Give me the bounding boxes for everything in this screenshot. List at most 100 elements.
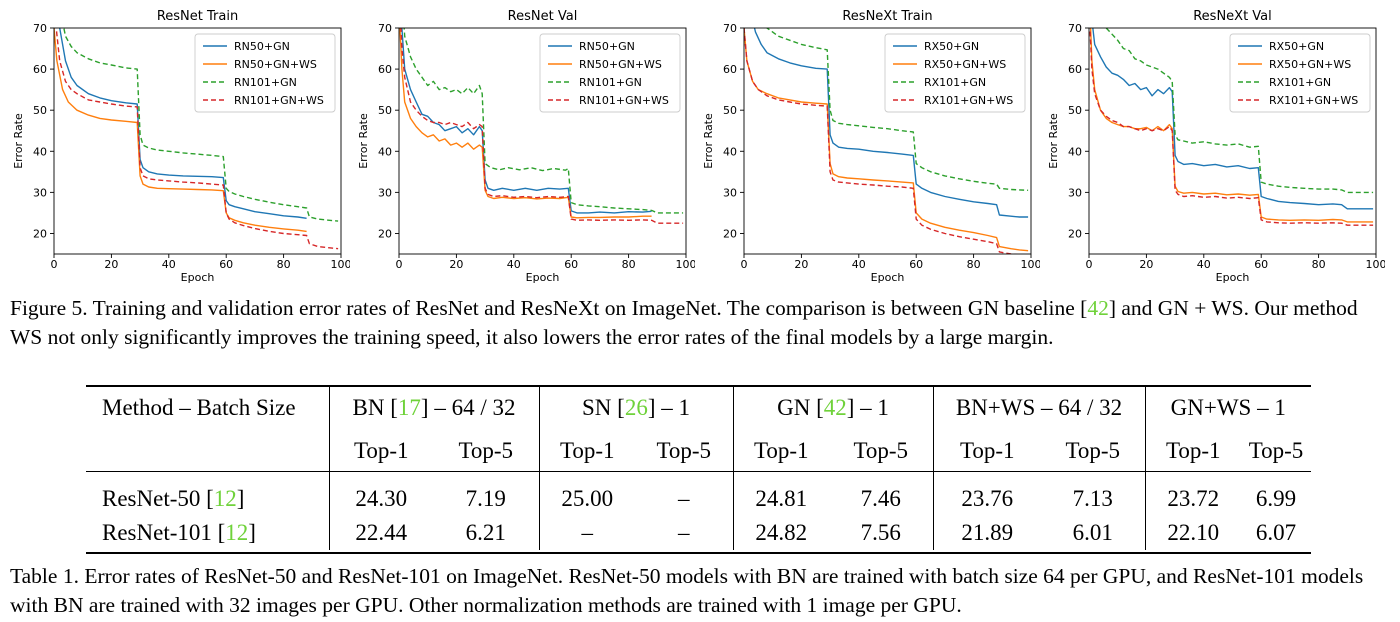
x-tick-label: 0 bbox=[741, 258, 748, 271]
x-tick-label: 100 bbox=[1366, 258, 1386, 271]
plot-frame bbox=[398, 27, 687, 255]
legend: RX50+GN RX50+GN+WS RX101+GN RX101+GN+WS bbox=[1229, 33, 1371, 113]
x-tick-label: 20 bbox=[1139, 258, 1153, 271]
table-cell: 22.44 bbox=[328, 516, 433, 550]
table-cell: 21.89 bbox=[932, 516, 1041, 550]
table-group-cite-sn[interactable]: 26 bbox=[624, 395, 648, 420]
table-subheader-top1: Top-1 bbox=[932, 430, 1041, 472]
legend: RN50+GN RN50+GN+WS RN101+GN RN101+GN+WS bbox=[539, 33, 681, 113]
table-cell: 6.07 bbox=[1255, 520, 1297, 545]
table-row-label: ResNet-101 [12] bbox=[102, 520, 256, 545]
legend-label: RX101+GN+WS bbox=[1269, 94, 1358, 107]
x-tick-label: 80 bbox=[277, 258, 291, 271]
table-cell: 24.82 bbox=[732, 516, 829, 550]
legend: RX50+GN RX50+GN+WS RX101+GN RX101+GN+WS bbox=[884, 33, 1026, 113]
table-group-cite-gn[interactable]: 42 bbox=[823, 395, 847, 420]
table-subheader-top5: Top-5 bbox=[829, 430, 933, 472]
table-row-cite[interactable]: 12 bbox=[213, 486, 237, 511]
plot-frame bbox=[53, 27, 342, 255]
table-group-header-bnws: BN+WS – 64 / 32 bbox=[932, 386, 1145, 430]
x-tick-label: 60 bbox=[219, 258, 233, 271]
table-group-header-gn: GN [42] – 1 bbox=[732, 386, 933, 430]
table-row-cite[interactable]: 12 bbox=[225, 520, 249, 545]
x-tick-label: 80 bbox=[622, 258, 636, 271]
table-cell: 6.21 bbox=[465, 520, 506, 545]
y-tick-label: 40 bbox=[33, 145, 47, 158]
table-cell: 25.00 bbox=[538, 471, 635, 516]
x-tick-label: 20 bbox=[794, 258, 808, 271]
y-tick-label: 40 bbox=[723, 145, 737, 158]
x-tick-label: 0 bbox=[1086, 258, 1093, 271]
x-tick-label: 100 bbox=[676, 258, 696, 271]
table-subheader-top5: Top-5 bbox=[635, 430, 733, 472]
table-group-header-gnws: GN+WS – 1 bbox=[1144, 386, 1311, 430]
series-group bbox=[399, 28, 684, 224]
series-group bbox=[54, 28, 339, 250]
legend-label: RX50+GN bbox=[924, 40, 979, 53]
chart-svg-resnet-val: ResNet Val 0 20 40 60 80 100 20 30 40 50 60 70 Epoch E… bbox=[357, 9, 696, 284]
y-tick-label: 20 bbox=[378, 227, 392, 240]
y-tick-label: 70 bbox=[378, 22, 392, 35]
legend-label: RN50+GN+WS bbox=[579, 58, 662, 71]
y-axis-label: Error Rate bbox=[702, 113, 715, 169]
table-cell: 23.76 bbox=[932, 471, 1041, 516]
legend-box bbox=[194, 33, 336, 113]
x-tick-label: 20 bbox=[449, 258, 463, 271]
y-axis-label: Error Rate bbox=[12, 113, 25, 169]
table-group-header-sn: SN [26] – 1 bbox=[538, 386, 733, 430]
table-bottom-rule bbox=[86, 552, 1311, 554]
legend-label: RX50+GN+WS bbox=[1269, 58, 1351, 71]
table-subheader-row: Top-1 Top-5 Top-1 Top-5 Top-1 Top-5 Top-… bbox=[86, 430, 1311, 472]
series-line-3 bbox=[63, 28, 339, 222]
y-tick-label: 60 bbox=[378, 63, 392, 76]
x-tick-label: 20 bbox=[104, 258, 118, 271]
table-cell: – bbox=[538, 516, 635, 550]
y-tick-label: 60 bbox=[1068, 63, 1082, 76]
x-tick-label: 60 bbox=[1254, 258, 1268, 271]
x-tick-label: 60 bbox=[909, 258, 923, 271]
table-cell: – bbox=[678, 486, 690, 511]
series-group bbox=[744, 28, 1029, 254]
table-cell: 24.30 bbox=[328, 471, 433, 516]
figure-caption-cite[interactable]: 42 bbox=[1087, 296, 1109, 320]
table-subheader-top1: Top-1 bbox=[538, 430, 635, 472]
y-tick-label: 30 bbox=[723, 186, 737, 199]
figure-5: ResNet Train 0 20 40 60 80 100 20 30 40 50 60 70 Epoc… bbox=[0, 0, 1400, 290]
y-tick-label: 20 bbox=[33, 227, 47, 240]
chart-svg-resnet-train: ResNet Train 0 20 40 60 80 100 20 30 40 50 60 70 Epoc… bbox=[12, 9, 351, 284]
x-axis-label: Epoch bbox=[181, 271, 215, 284]
plot-frame bbox=[1088, 27, 1377, 255]
legend-box bbox=[539, 33, 681, 113]
chart-title: ResNet Val bbox=[508, 9, 578, 24]
x-tick-label: 100 bbox=[331, 258, 351, 271]
y-tick-label: 20 bbox=[1068, 227, 1082, 240]
table-cell: 7.19 bbox=[465, 486, 506, 511]
series-line-2 bbox=[1089, 28, 1374, 223]
chart-resnext-train: ResNeXt Train 0 20 40 60 80 100 20 30 40 50 60 70 Epo… bbox=[690, 0, 1040, 290]
y-tick-label: 50 bbox=[723, 104, 737, 117]
y-tick-label: 70 bbox=[723, 22, 737, 35]
y-tick-label: 60 bbox=[723, 63, 737, 76]
series-line-3 bbox=[1105, 28, 1374, 194]
chart-svg-resnext-train: ResNeXt Train 0 20 40 60 80 100 20 30 40 50 60 70 Epo… bbox=[702, 9, 1040, 284]
legend-label: RX101+GN bbox=[924, 76, 986, 89]
y-tick-label: 20 bbox=[723, 227, 737, 240]
figure-caption-text-a: Figure 5. Training and validation error … bbox=[10, 296, 1088, 320]
x-axis-label: Epoch bbox=[871, 271, 905, 284]
series-line-1 bbox=[58, 28, 307, 219]
y-axis-label: Error Rate bbox=[357, 113, 370, 169]
legend-label: RN50+GN bbox=[234, 40, 290, 53]
legend-box bbox=[1229, 33, 1371, 113]
x-tick-label: 60 bbox=[564, 258, 578, 271]
y-tick-label: 50 bbox=[1068, 104, 1082, 117]
table-subheader-top5: Top-5 bbox=[1041, 430, 1145, 472]
legend-label: RN101+GN+WS bbox=[234, 94, 324, 107]
legend-label: RN50+GN+WS bbox=[234, 58, 317, 71]
series-group bbox=[1089, 28, 1374, 226]
table-subheader-top1: Top-1 bbox=[328, 430, 433, 472]
table-cell: 6.99 bbox=[1255, 486, 1297, 511]
table-cell: 6.01 bbox=[1072, 520, 1113, 545]
table-group-cite-bn[interactable]: 17 bbox=[397, 395, 421, 420]
x-tick-label: 40 bbox=[1197, 258, 1211, 271]
legend-label: RN101+GN bbox=[234, 76, 297, 89]
